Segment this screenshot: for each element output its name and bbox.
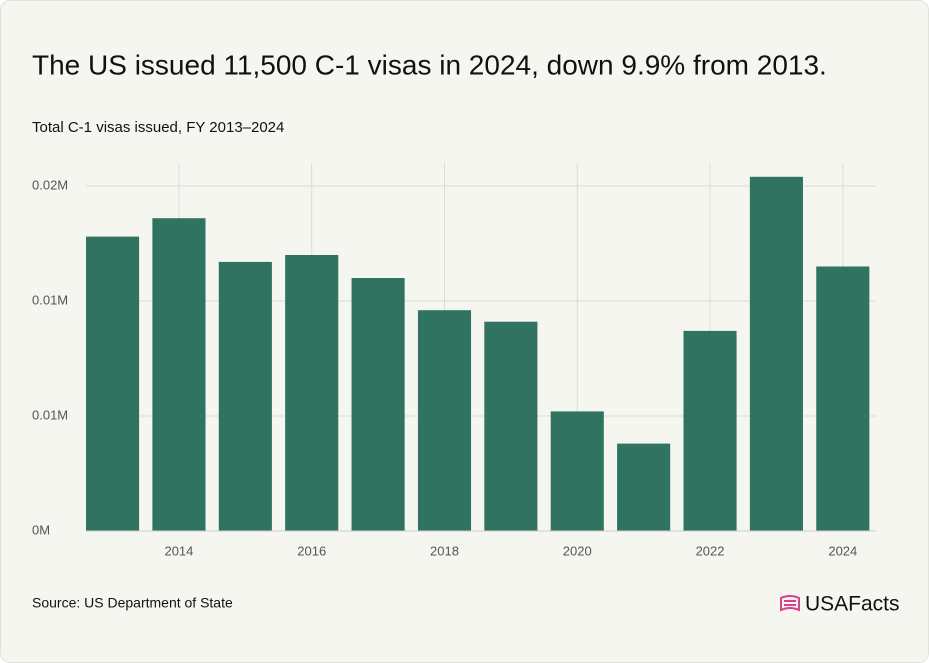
bar bbox=[218, 261, 272, 531]
bar bbox=[86, 236, 140, 531]
x-tick-label: 2014 bbox=[164, 543, 193, 558]
y-tick-label: 0.02M bbox=[32, 177, 68, 192]
bar bbox=[285, 255, 339, 531]
bar bbox=[417, 310, 472, 531]
x-tick-label: 2022 bbox=[696, 543, 725, 558]
x-tick-label: 2018 bbox=[430, 543, 459, 558]
bar bbox=[617, 443, 671, 531]
bar bbox=[351, 278, 405, 531]
bar bbox=[683, 330, 737, 531]
y-tick-label: 0.01M bbox=[32, 407, 68, 422]
bar bbox=[484, 321, 538, 531]
bar bbox=[749, 176, 803, 532]
y-tick-label: 0M bbox=[32, 522, 50, 537]
chart-subtitle: Total C-1 visas issued, FY 2013–2024 bbox=[32, 119, 284, 136]
source: Source: US Department of State bbox=[32, 595, 233, 611]
x-tick-label: 2016 bbox=[297, 543, 326, 558]
brand: USAFacts bbox=[805, 593, 900, 616]
y-tick-label: 0.01M bbox=[32, 292, 68, 307]
bar bbox=[550, 411, 604, 531]
bar bbox=[816, 266, 870, 531]
logo-icon bbox=[780, 595, 800, 612]
chart-title: The US issued 11,500 C-1 visas in 2024, … bbox=[32, 49, 827, 80]
x-tick-label: 2024 bbox=[828, 543, 857, 558]
bar bbox=[152, 218, 206, 531]
x-tick-label: 2020 bbox=[563, 543, 592, 558]
